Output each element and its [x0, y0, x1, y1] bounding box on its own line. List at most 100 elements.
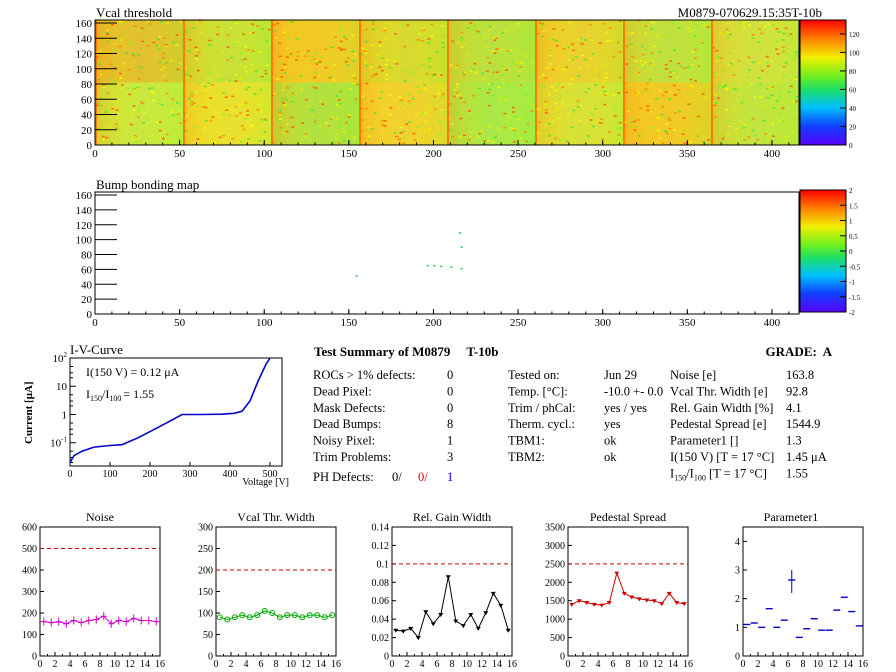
data-point	[591, 602, 597, 607]
pixel-speckle	[313, 120, 317, 123]
pixel-speckle	[747, 69, 751, 71]
pixel-speckle	[681, 133, 685, 135]
pixel-speckle	[501, 74, 505, 76]
pixel-speckle	[593, 68, 597, 70]
pixel-speckle	[714, 102, 718, 104]
pixel-speckle	[108, 78, 112, 80]
pixel-speckle	[524, 130, 527, 133]
bump-palette-axis: -2 -1.5 -1 -0.5 0 0.5 1 1.5 2	[840, 187, 861, 317]
pixel-speckle	[378, 66, 382, 68]
y-tick-label: 80	[81, 250, 93, 262]
pixel-speckle	[137, 85, 140, 88]
pixel-speckle	[258, 51, 262, 53]
plot-frame	[215, 526, 337, 657]
pixel-speckle	[511, 106, 515, 109]
pixel-speckle	[598, 42, 602, 45]
pixel-speckle	[557, 117, 561, 119]
pixel-speckle	[617, 134, 621, 136]
pixel-speckle	[668, 36, 672, 39]
pixel-speckle	[656, 117, 660, 119]
pixel-speckle	[633, 120, 637, 123]
pixel-speckle	[190, 103, 194, 106]
summary-title: Test Summary of M0879 T-10b	[314, 344, 498, 359]
palette-tick-label: 60	[849, 86, 857, 94]
x-tick-label: 50	[174, 148, 186, 160]
pixel-speckle	[349, 88, 353, 90]
pixel-speckle	[175, 44, 179, 46]
pixel-speckle	[333, 64, 337, 66]
pixel-speckle	[423, 130, 427, 133]
pixel-speckle	[628, 84, 632, 86]
pixel-speckle	[381, 57, 385, 59]
pixel-speckle	[728, 52, 732, 54]
pixel-speckle	[718, 87, 722, 89]
pixel-speckle	[239, 52, 243, 55]
pixel-speckle	[234, 80, 238, 82]
pixel-speckle	[384, 63, 388, 66]
pixel-speckle	[414, 113, 418, 116]
pixel-speckle	[603, 80, 607, 83]
pixel-speckle	[291, 126, 295, 128]
pixel-speckle	[193, 126, 197, 129]
pixel-speckle	[241, 59, 244, 61]
pixel-speckle	[216, 26, 220, 29]
pixel-speckle	[479, 130, 483, 133]
pixel-speckle	[650, 59, 654, 61]
pixel-speckle	[694, 57, 698, 60]
pixel-speckle	[98, 63, 102, 66]
pixel-speckle	[354, 98, 358, 101]
y-tick-label: 100	[22, 630, 37, 641]
pixel-speckle	[677, 89, 681, 91]
pixel-speckle	[506, 116, 510, 118]
pixel-speckle	[306, 105, 310, 108]
pixel-speckle	[520, 61, 523, 64]
data-point	[276, 614, 283, 621]
pixel-speckle	[726, 31, 729, 34]
pixel-speckle	[165, 62, 169, 64]
pixel-speckle	[253, 93, 257, 95]
pixel-speckle	[537, 32, 540, 35]
parameter-label: Noise [e]	[670, 368, 716, 382]
pixel-speckle	[251, 32, 255, 34]
pixel-speckle	[590, 39, 594, 42]
iv-xlabel: Voltage [V]	[242, 477, 289, 488]
pixel-speckle	[667, 117, 671, 120]
pixel-speckle	[565, 66, 569, 68]
pixel-speckle	[142, 122, 146, 124]
pixel-speckle	[626, 32, 630, 35]
pixel-speckle	[648, 79, 652, 81]
vcal-threshold-heatmap	[95, 20, 799, 145]
palette-tick-label: -0.5	[849, 263, 861, 271]
pixel-speckle	[98, 61, 102, 63]
pixel-speckle	[344, 60, 348, 63]
pixel-speckle	[118, 45, 122, 48]
x-tick-label: 12	[828, 659, 838, 670]
plot-title: Rel. Gain Width	[413, 510, 491, 524]
pixel-speckle	[351, 74, 355, 77]
pixel-speckle	[739, 21, 743, 24]
pixel-speckle	[222, 134, 226, 137]
pixel-speckle	[677, 27, 681, 29]
pixel-speckle	[633, 117, 636, 120]
pixel-speckle	[240, 125, 244, 127]
pixel-speckle	[420, 40, 424, 42]
x-tick-label: 50	[174, 317, 186, 329]
y-tick-label: 0.1	[377, 559, 390, 570]
pixel-speckle	[327, 77, 331, 79]
palette-tick-label: 20	[849, 123, 857, 131]
pixel-speckle	[747, 56, 751, 59]
pixel-speckle	[375, 73, 378, 76]
pixel-speckle	[560, 68, 564, 71]
pixel-speckle	[385, 78, 389, 80]
pixel-speckle	[549, 63, 553, 65]
pixel-speckle	[206, 103, 210, 106]
pixel-speckle	[589, 119, 593, 121]
parameter-label: Vcal Thr. Width [e]	[670, 384, 768, 398]
pixel-speckle	[278, 55, 282, 58]
pixel-speckle	[597, 74, 601, 77]
pixel-speckle	[286, 86, 289, 89]
pixel-speckle	[593, 77, 597, 80]
y-tick-label: 0	[208, 652, 213, 663]
pixel-speckle	[668, 98, 671, 101]
pixel-speckle	[505, 30, 508, 33]
